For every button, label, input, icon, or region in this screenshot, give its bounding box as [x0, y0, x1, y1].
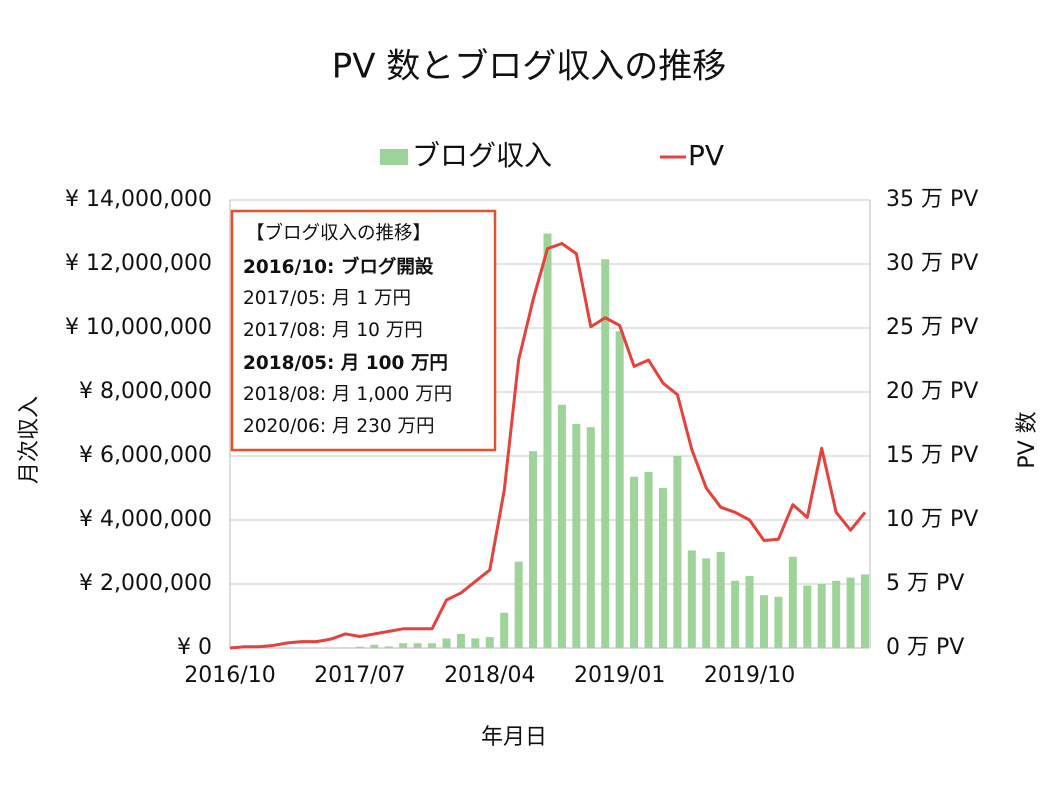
- bar: [572, 424, 580, 648]
- y-tick-label: ¥ 4,000,000: [79, 507, 212, 532]
- bar: [832, 581, 840, 648]
- bar: [515, 562, 523, 648]
- y-tick-label: ¥ 0: [177, 635, 212, 660]
- bar: [399, 643, 407, 648]
- bar: [717, 552, 725, 648]
- bar: [414, 643, 422, 648]
- x-tick-label: 2017/07: [314, 663, 405, 688]
- bar: [385, 646, 393, 648]
- bar: [442, 638, 450, 648]
- annotation-line: 2016/10: ブログ開設: [243, 256, 434, 278]
- annotation-line: 2018/08: 月 1,000 万円: [243, 384, 452, 405]
- bar: [861, 574, 869, 648]
- y-tick-label: ¥ 2,000,000: [79, 571, 212, 596]
- bar: [760, 595, 768, 648]
- y2-axis-title: PV 数: [1015, 411, 1040, 468]
- x-tick-label: 2016/10: [184, 663, 275, 688]
- annotation-line: 2018/05: 月 100 万円: [243, 353, 448, 374]
- annotation-line: 2020/06: 月 230 万円: [243, 416, 435, 437]
- bar: [486, 637, 494, 648]
- y-tick-label: ¥ 6,000,000: [79, 443, 212, 468]
- bar: [356, 647, 364, 648]
- bar: [731, 581, 739, 648]
- bar: [702, 558, 710, 648]
- y2-tick-label: 35 万 PV: [886, 187, 978, 212]
- y-tick-label: ¥ 14,000,000: [65, 187, 212, 212]
- y2-tick-label: 0 万 PV: [886, 635, 964, 660]
- bar: [630, 477, 638, 648]
- y2-tick-label: 5 万 PV: [886, 571, 964, 596]
- y2-tick-label: 20 万 PV: [886, 379, 978, 404]
- bar: [616, 331, 624, 648]
- bar: [847, 578, 855, 648]
- bar: [789, 557, 797, 648]
- y-axis-title: 月次収入: [17, 396, 42, 484]
- bar: [673, 456, 681, 648]
- legend-swatch: [380, 149, 408, 165]
- x-tick-label: 2019/01: [574, 663, 665, 688]
- x-tick-label: 2018/04: [444, 663, 535, 688]
- annotation-line: 2017/05: 月 1 万円: [243, 288, 411, 309]
- y-tick-label: ¥ 8,000,000: [79, 379, 212, 404]
- legend-label: PV: [688, 139, 724, 172]
- bar: [774, 597, 782, 648]
- bar: [370, 645, 378, 648]
- y-tick-label: ¥ 12,000,000: [65, 251, 212, 276]
- bar: [746, 576, 754, 648]
- bar: [529, 451, 537, 648]
- y2-tick-label: 15 万 PV: [886, 443, 978, 468]
- legend-label: ブログ収入: [412, 139, 552, 172]
- chart-title: PV 数とブログ収入の推移: [332, 47, 727, 87]
- bar: [818, 584, 826, 648]
- annotation-line: 2017/08: 月 10 万円: [243, 320, 423, 341]
- bar: [428, 643, 436, 648]
- bar: [544, 234, 552, 648]
- y2-tick-label: 10 万 PV: [886, 507, 978, 532]
- bar: [500, 613, 508, 648]
- bar: [803, 586, 811, 648]
- bar: [558, 405, 566, 648]
- bar: [457, 634, 465, 648]
- bar: [688, 550, 696, 648]
- x-axis-title: 年月日: [481, 725, 547, 750]
- bar: [341, 647, 349, 648]
- annotation-line: 【ブログ収入の推移】: [246, 222, 431, 244]
- bar: [659, 488, 667, 648]
- y2-tick-label: 25 万 PV: [886, 315, 978, 340]
- bar: [471, 638, 479, 648]
- y-tick-label: ¥ 10,000,000: [65, 315, 212, 340]
- y2-tick-label: 30 万 PV: [886, 251, 978, 276]
- x-tick-label: 2019/10: [704, 663, 795, 688]
- bar: [587, 427, 595, 648]
- bar: [645, 472, 653, 648]
